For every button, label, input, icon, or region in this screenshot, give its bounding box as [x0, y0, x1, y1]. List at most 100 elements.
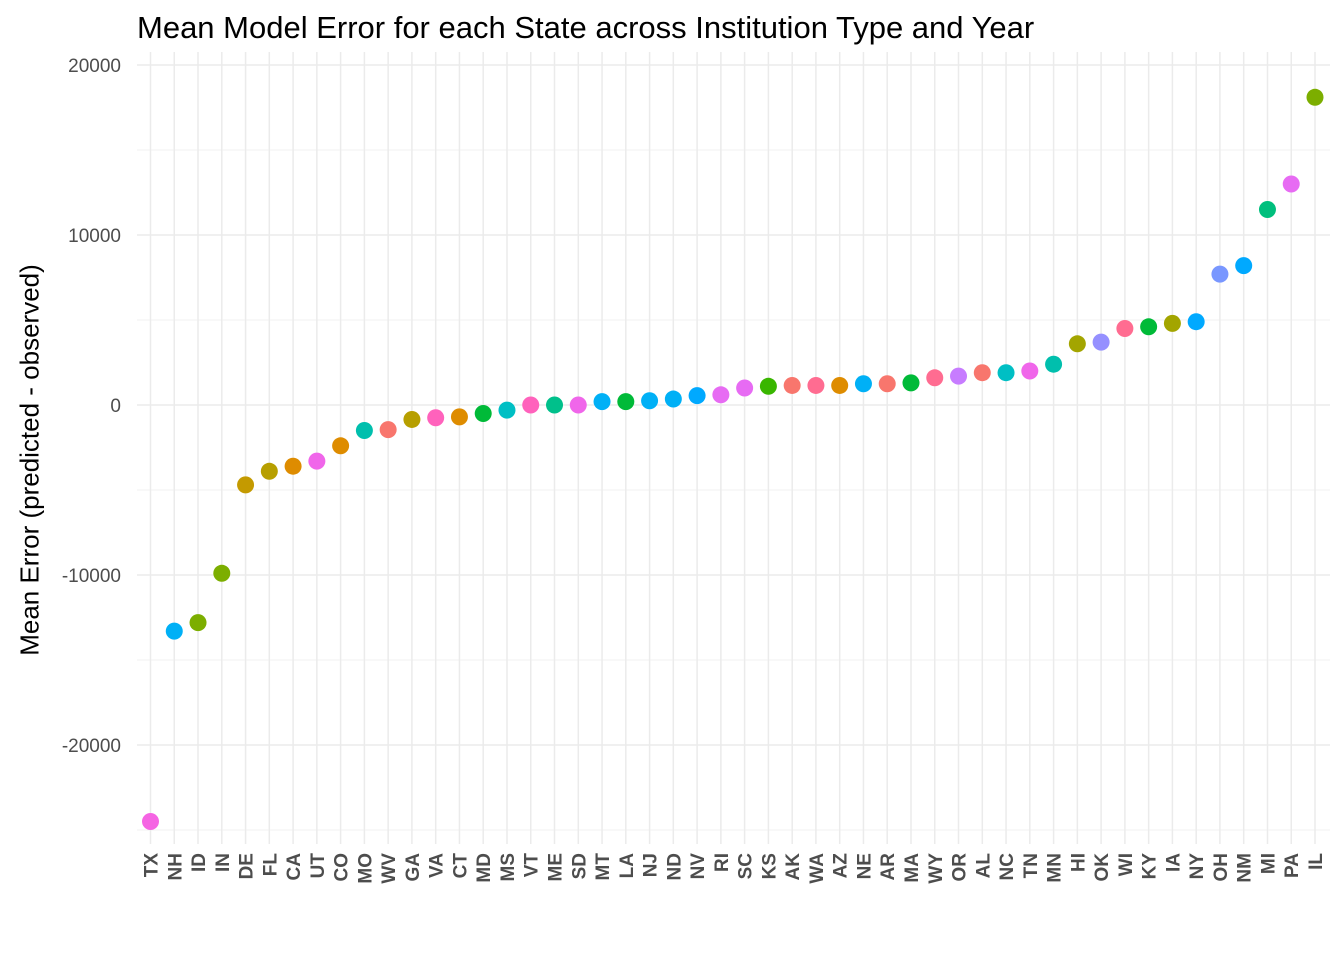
x-tick-label: CA: [284, 853, 305, 881]
data-point-mn: [1045, 355, 1063, 373]
y-tick-label: 20000: [68, 56, 121, 77]
data-point-nm: [1235, 257, 1253, 275]
data-point-mo: [355, 422, 373, 439]
data-point-de: [237, 476, 255, 494]
x-tick-label: AK: [783, 853, 804, 881]
x-tick-label: OK: [1092, 853, 1113, 882]
x-tick-label: IA: [1163, 853, 1184, 872]
minor-gridlines: [137, 149, 1330, 831]
data-point-il: [1306, 88, 1324, 106]
data-point-fl: [260, 462, 278, 480]
x-tick-label: MN: [1045, 853, 1066, 883]
data-point-vt: [522, 396, 540, 414]
x-tick-label: IN: [213, 853, 234, 872]
x-tick-label: UT: [308, 853, 329, 879]
data-point-mt: [593, 393, 611, 411]
data-point-ri: [712, 386, 730, 404]
x-tick-label: VA: [427, 853, 448, 878]
x-tick-label: MO: [355, 853, 376, 884]
x-tick-label: MD: [474, 853, 495, 883]
x-tick-label: WA: [807, 853, 828, 884]
data-point-pa: [1282, 175, 1300, 193]
x-tick-label: CO: [332, 853, 353, 882]
x-tick-label: KS: [759, 853, 780, 879]
x-tick-label: NH: [165, 853, 186, 880]
data-point-wy: [926, 369, 944, 387]
data-point-tn: [1021, 362, 1039, 380]
x-tick-label: NJ: [641, 853, 662, 877]
data-point-ak: [783, 376, 801, 394]
x-tick-label: IL: [1306, 853, 1327, 870]
data-point-ca: [284, 457, 302, 475]
y-tick-label: 0: [110, 396, 121, 417]
data-point-id: [189, 614, 207, 632]
data-point-mi: [1258, 201, 1276, 218]
data-point-nd: [664, 390, 682, 408]
x-tick-label: MI: [1258, 853, 1279, 874]
data-point-tx: [142, 813, 159, 830]
data-point-nv: [688, 387, 706, 405]
x-tick-label: RI: [712, 853, 733, 872]
x-tick-label: NE: [854, 853, 875, 879]
x-tick-label: ME: [546, 853, 567, 882]
x-tick-label: NV: [688, 853, 709, 880]
data-point-ct: [450, 408, 468, 426]
data-point-ga: [403, 410, 421, 428]
x-tick-label: AZ: [831, 853, 852, 879]
data-point-nj: [641, 392, 659, 410]
major-gridlines: [137, 52, 1330, 844]
x-axis-ticks: TX NH ID IN DE FL CA UT CO MO WV GA VA CT MD MS VT ME SD MT…: [142, 853, 1328, 884]
x-tick-label: MT: [593, 853, 614, 881]
x-tick-label: ID: [189, 853, 210, 872]
x-tick-label: TX: [142, 853, 163, 878]
x-tick-label: AR: [878, 853, 899, 881]
data-point-sc: [736, 379, 754, 397]
x-tick-label: FL: [260, 853, 281, 877]
x-tick-label: NY: [1187, 853, 1208, 880]
data-point-la: [617, 393, 635, 411]
data-point-ma: [902, 374, 920, 392]
data-point-me: [546, 396, 564, 414]
x-tick-label: KY: [1140, 853, 1161, 880]
chart-title: Mean Model Error for each State across I…: [137, 10, 1035, 45]
data-point-in: [213, 564, 231, 582]
x-tick-label: PA: [1282, 853, 1303, 878]
x-tick-label: WY: [926, 853, 947, 884]
data-point-az: [831, 376, 849, 394]
x-tick-label: DE: [237, 853, 258, 879]
x-tick-label: MS: [498, 853, 519, 882]
data-point-wi: [1116, 320, 1134, 337]
y-tick-label: -20000: [62, 736, 121, 757]
data-point-hi: [1068, 335, 1086, 353]
x-tick-label: NC: [997, 853, 1018, 881]
x-tick-label: ND: [664, 853, 685, 880]
data-point-al: [973, 364, 991, 382]
x-tick-label: SD: [569, 853, 590, 879]
x-tick-label: OH: [1211, 853, 1232, 882]
data-points: [142, 88, 1324, 830]
x-tick-label: WI: [1116, 853, 1137, 876]
data-point-sd: [569, 396, 587, 414]
x-tick-label: OR: [950, 853, 971, 882]
data-point-ut: [308, 452, 326, 470]
y-axis-ticks: -20000 -10000 0 10000 20000: [62, 56, 121, 757]
data-point-va: [427, 409, 445, 427]
data-point-or: [950, 367, 968, 385]
data-point-wa: [807, 376, 825, 394]
data-point-md: [474, 405, 492, 422]
x-tick-label: VT: [522, 853, 543, 878]
data-point-ne: [854, 375, 872, 393]
x-tick-label: GA: [403, 853, 424, 882]
data-point-nh: [165, 622, 183, 640]
data-point-ms: [498, 401, 516, 419]
x-tick-label: SC: [736, 853, 757, 880]
x-tick-label: WV: [379, 853, 400, 884]
x-tick-label: MA: [902, 853, 923, 883]
x-tick-label: CT: [450, 853, 471, 879]
data-point-oh: [1211, 265, 1229, 283]
data-point-nc: [997, 364, 1015, 382]
x-tick-label: LA: [617, 853, 638, 879]
data-point-ny: [1187, 313, 1205, 331]
x-tick-label: HI: [1068, 853, 1089, 872]
